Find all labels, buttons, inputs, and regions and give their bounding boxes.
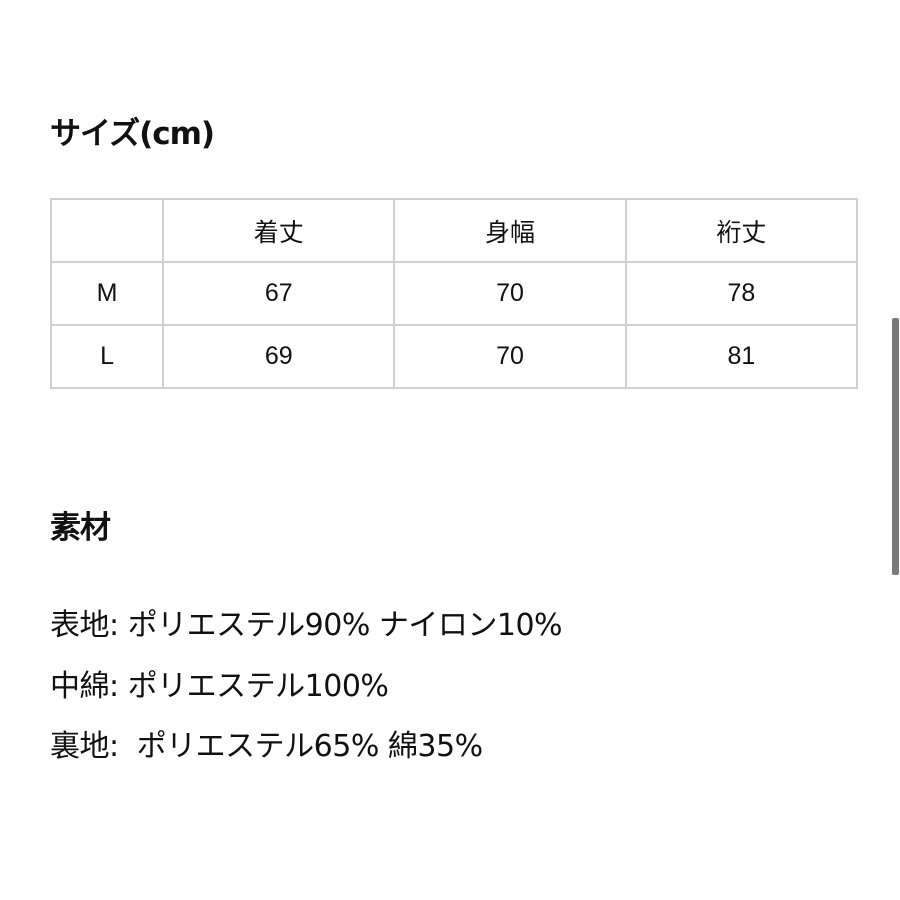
table-header-row: 着丈 身幅 裄丈: [49, 198, 859, 263]
table-cell: 70: [393, 324, 627, 389]
header-cell: [49, 198, 165, 263]
size-section-title: サイズ(cm): [50, 116, 215, 152]
table-cell: 70: [393, 261, 627, 326]
table-row: L 69 70 81: [49, 324, 859, 389]
header-cell: 着丈: [162, 198, 396, 263]
header-cell: 身幅: [393, 198, 627, 263]
header-cell: 裄丈: [624, 198, 859, 263]
size-label-cell: L: [49, 324, 165, 389]
size-table: 着丈 身幅 裄丈 M 67 70 78 L 69 70 81: [49, 198, 859, 389]
table-cell: 67: [162, 261, 396, 326]
table-cell: 78: [624, 261, 859, 326]
material-line: 裏地: ポリエステル65% 綿35%: [50, 729, 483, 764]
size-label-cell: M: [49, 261, 165, 326]
material-line: 表地: ポリエステル90% ナイロン10%: [50, 608, 563, 643]
scrollbar[interactable]: [892, 318, 899, 575]
table-cell: 81: [624, 324, 859, 389]
material-section-title: 素材: [50, 510, 111, 546]
table-row: M 67 70 78: [49, 261, 859, 326]
material-line: 中綿: ポリエステル100%: [50, 669, 389, 704]
table-cell: 69: [162, 324, 396, 389]
